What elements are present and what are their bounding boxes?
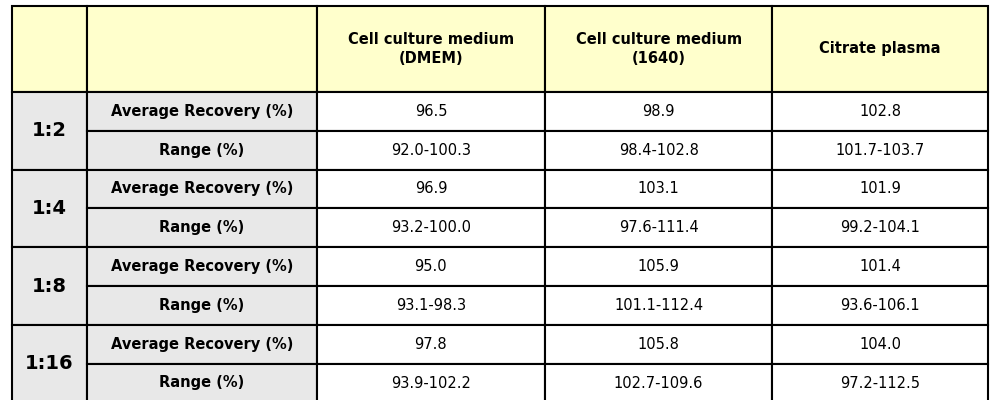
Bar	[317, 131, 545, 170]
Text: 101.1-112.4: 101.1-112.4	[614, 298, 703, 313]
Bar	[545, 131, 772, 170]
Text: Citrate plasma: Citrate plasma	[819, 42, 941, 56]
Bar	[772, 6, 988, 92]
Text: 97.8: 97.8	[415, 337, 447, 352]
Text: 97.2-112.5: 97.2-112.5	[840, 376, 920, 390]
Text: Average Recovery (%): Average Recovery (%)	[111, 182, 293, 196]
Bar	[545, 286, 772, 325]
Text: 98.9: 98.9	[642, 104, 675, 119]
Text: 96.9: 96.9	[415, 182, 447, 196]
Text: 1:8: 1:8	[32, 276, 67, 296]
Bar	[317, 6, 545, 92]
Bar	[87, 170, 317, 208]
Bar	[545, 325, 772, 364]
Text: Cell culture medium
(1640): Cell culture medium (1640)	[576, 32, 742, 66]
Text: 1:2: 1:2	[32, 121, 67, 140]
Bar	[317, 92, 545, 131]
Bar	[87, 92, 317, 131]
Bar	[12, 92, 87, 170]
Text: Average Recovery (%): Average Recovery (%)	[111, 104, 293, 119]
Text: 93.2-100.0: 93.2-100.0	[391, 220, 471, 235]
Bar	[87, 325, 317, 364]
Bar	[772, 92, 988, 131]
Text: 96.5: 96.5	[415, 104, 447, 119]
Text: 1:4: 1:4	[32, 199, 67, 218]
Text: 99.2-104.1: 99.2-104.1	[840, 220, 920, 235]
Bar	[545, 92, 772, 131]
Bar	[87, 208, 317, 247]
Text: 104.0: 104.0	[859, 337, 901, 352]
Bar	[772, 286, 988, 325]
Text: 93.1-98.3: 93.1-98.3	[396, 298, 466, 313]
Bar	[772, 364, 988, 400]
Bar	[317, 286, 545, 325]
Text: 102.7-109.6: 102.7-109.6	[614, 376, 703, 390]
Bar	[545, 6, 772, 92]
Bar	[317, 247, 545, 286]
Text: Average Recovery (%): Average Recovery (%)	[111, 259, 293, 274]
Text: 105.8: 105.8	[638, 337, 680, 352]
Text: Cell culture medium
(DMEM): Cell culture medium (DMEM)	[348, 32, 514, 66]
Text: 103.1: 103.1	[638, 182, 679, 196]
Text: 102.8: 102.8	[859, 104, 901, 119]
Bar	[87, 364, 317, 400]
Text: Average Recovery (%): Average Recovery (%)	[111, 337, 293, 352]
Text: Range (%): Range (%)	[159, 143, 245, 158]
Text: 93.6-106.1: 93.6-106.1	[840, 298, 920, 313]
Text: 101.4: 101.4	[859, 259, 901, 274]
Bar	[87, 131, 317, 170]
Text: 98.4-102.8: 98.4-102.8	[619, 143, 699, 158]
Bar	[545, 364, 772, 400]
Bar	[317, 325, 545, 364]
Bar	[772, 325, 988, 364]
Bar	[772, 208, 988, 247]
Text: Range (%): Range (%)	[159, 220, 245, 235]
Bar	[772, 131, 988, 170]
Bar	[545, 208, 772, 247]
Text: 101.7-103.7: 101.7-103.7	[836, 143, 925, 158]
Bar	[87, 247, 317, 286]
Bar	[87, 286, 317, 325]
Text: 93.9-102.2: 93.9-102.2	[391, 376, 471, 390]
Text: 105.9: 105.9	[638, 259, 680, 274]
Text: 95.0: 95.0	[415, 259, 447, 274]
Bar	[317, 364, 545, 400]
Text: 97.6-111.4: 97.6-111.4	[619, 220, 698, 235]
Bar	[12, 170, 87, 247]
Bar	[87, 6, 317, 92]
Bar	[12, 6, 87, 92]
Bar	[12, 247, 87, 325]
Bar	[772, 170, 988, 208]
Bar	[545, 170, 772, 208]
Text: 1:16: 1:16	[25, 354, 74, 373]
Text: Range (%): Range (%)	[159, 298, 245, 313]
Text: 92.0-100.3: 92.0-100.3	[391, 143, 471, 158]
Bar	[317, 170, 545, 208]
Text: Range (%): Range (%)	[159, 376, 245, 390]
Bar	[12, 325, 87, 400]
Bar	[545, 247, 772, 286]
Text: 101.9: 101.9	[859, 182, 901, 196]
Bar	[772, 247, 988, 286]
Bar	[317, 208, 545, 247]
